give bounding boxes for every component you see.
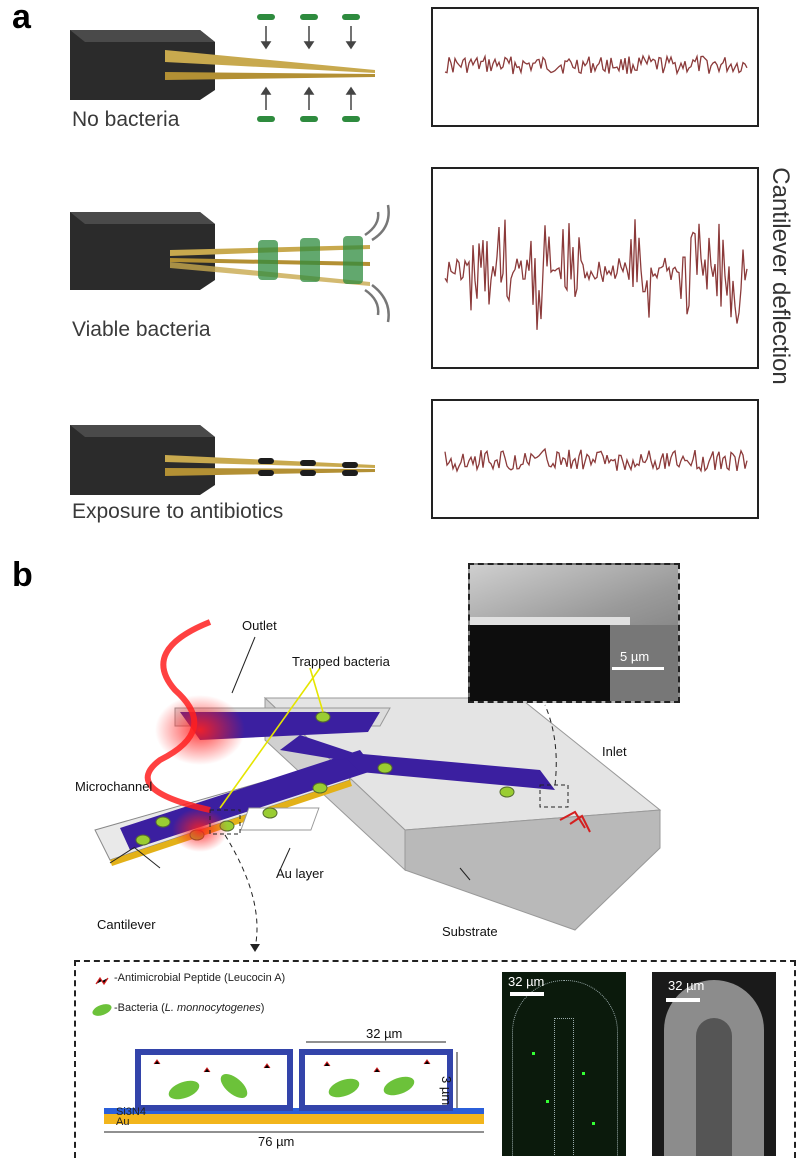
panel-b-letter: b [12, 556, 33, 594]
total-width-label: 76 µm [258, 1134, 295, 1149]
legend-bacteria: -Bacteria (L. monnocytogenes) [114, 1002, 264, 1014]
panel-a-letter: a [12, 0, 31, 36]
bacteria-above [257, 14, 360, 122]
cross-section-diagram [92, 976, 484, 1133]
label-inlet: Inlet [602, 744, 627, 759]
cantilever-antibiotics [70, 425, 375, 495]
device-schematic [94, 619, 662, 952]
label-trapped-bacteria: Trapped bacteria [292, 654, 390, 669]
arrows [260, 26, 357, 110]
fluorescence-image: 32 µm [502, 972, 626, 1156]
height-label: 3 µm [439, 1076, 454, 1106]
cantilever-deflection-label: Cantilever deflection [767, 167, 794, 385]
panel-a-graphics [70, 7, 759, 519]
label-outlet: Outlet [242, 618, 277, 633]
cross-section-inset [74, 960, 796, 1158]
deflection-trace-no-bacteria [444, 53, 748, 76]
signal-box-2 [431, 167, 759, 369]
width-label: 32 µm [366, 1026, 403, 1041]
layer-au-label: Au [116, 1116, 130, 1128]
signal-box-3 [431, 399, 759, 519]
caption-antibiotics: Exposure to antibiotics [72, 500, 284, 523]
legend-bacteria-prefix: -Bacteria ( [114, 1002, 165, 1014]
legend-peptide: -Antimicrobial Peptide (Leucocin A) [114, 972, 286, 984]
sem-channel-image: 32 µm [652, 972, 776, 1156]
fluorescence-scale-label: 32 µm [508, 974, 545, 989]
sem-inset: 5 µm [468, 563, 680, 703]
label-microchannel: Microchannel [75, 779, 153, 794]
layer-si3n4-label: Si3N4 [116, 1106, 146, 1118]
label-au-layer: Au layer [276, 866, 324, 881]
caption-no-bacteria: No bacteria [72, 108, 180, 131]
legend-bacteria-species: L. monnocytogenes [164, 1002, 261, 1014]
label-cantilever: Cantilever [97, 917, 156, 932]
caption-viable-bacteria: Viable bacteria [72, 318, 211, 341]
signal-box-1 [431, 7, 759, 127]
deflection-trace-antibiotics [444, 447, 748, 473]
deflection-trace-viable [444, 219, 748, 330]
cantilever-no-bacteria [70, 30, 375, 100]
sem2-scale-label: 32 µm [668, 978, 705, 993]
cantilever-viable-bacteria [70, 204, 390, 323]
label-substrate: Substrate [442, 924, 498, 939]
legend-bacteria-suffix: ) [260, 1002, 265, 1014]
sem-scale-label: 5 µm [620, 649, 650, 664]
